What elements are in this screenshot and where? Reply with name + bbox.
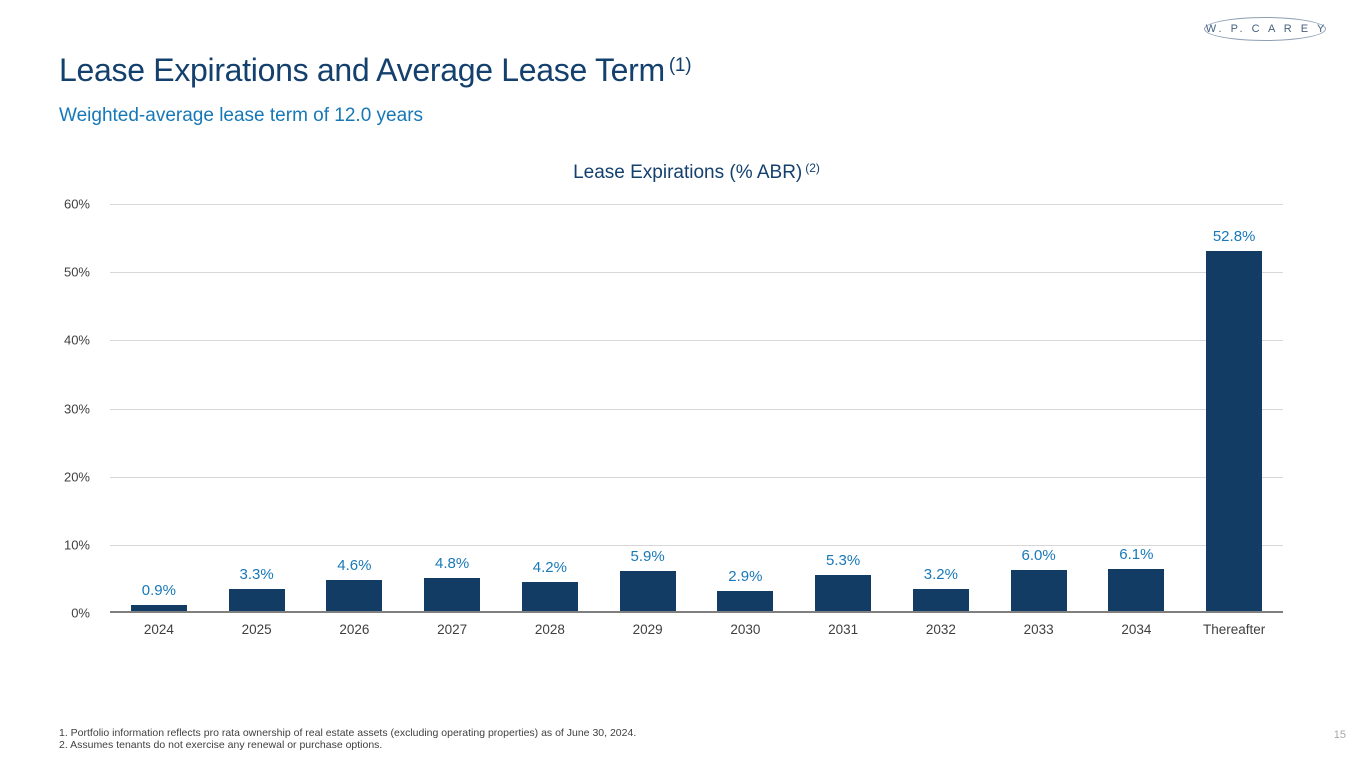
footnote-2: 2. Assumes tenants do not exercise any r… [59, 739, 383, 751]
page-title-text: Lease Expirations and Average Lease Term [59, 52, 665, 88]
gridline [110, 340, 1283, 342]
wp-carey-logo-text: W. P. C A R E Y [1205, 23, 1328, 35]
x-axis: 2024 2025 2026 2027 2028 2029 2030 2031 2032 2033… [110, 622, 1283, 637]
bar-slot-2024: 0.9% [110, 204, 208, 611]
gridline [110, 272, 1283, 274]
bar-slot-2025: 3.3% [208, 204, 306, 611]
page-title-footnote-ref: (1) [668, 55, 692, 76]
x-tick-label: 2027 [437, 622, 468, 637]
gridline [110, 476, 1283, 478]
bar [130, 605, 187, 611]
x-tick-label: 2025 [241, 622, 272, 637]
bar-slot-2034: 6.1% [1088, 204, 1186, 611]
bar-value-label: 4.8% [435, 555, 470, 572]
y-tick-label: 10% [63, 537, 90, 553]
bar-slot-Thereafter: 52.8% [1185, 204, 1283, 611]
bar [228, 589, 285, 611]
page-number: 15 [1333, 729, 1346, 741]
gridline [110, 408, 1283, 410]
x-tick-label: 2024 [143, 622, 174, 637]
chart-title-footnote-ref: (2) [805, 161, 820, 175]
bar-slot-2028: 4.2% [501, 204, 599, 611]
bar-slot-2027: 4.8% [403, 204, 501, 611]
bar-slot-2031: 5.3% [794, 204, 892, 611]
bar-value-label: 6.1% [1119, 546, 1154, 563]
footnotes: 1. Portfolio information reflects pro ra… [59, 727, 636, 751]
page-subtitle: Weighted-average lease term of 12.0 year… [59, 105, 424, 126]
bar-slot-2026: 4.6% [306, 204, 404, 611]
x-tick-label: 2032 [925, 622, 956, 637]
bar-slot-2030: 2.9% [697, 204, 795, 611]
bar [521, 582, 578, 611]
bar [912, 589, 969, 611]
bar [619, 571, 676, 611]
y-axis: 0% 10% 20% 30% 40% 50% 60% [48, 197, 100, 621]
bar-slot-2029: 5.9% [599, 204, 697, 611]
gridline [110, 204, 1283, 205]
bars-row: 0.9% 3.3% 4.6% 4.8% 4.2% 5.9% 2.9% 5.3% 3.2% 6.0%… [110, 204, 1283, 611]
bar-value-label: 52.8% [1212, 228, 1256, 245]
bar-slot-2032: 3.2% [892, 204, 990, 611]
y-tick-label: 60% [63, 196, 90, 212]
bar-slot-2033: 6.0% [990, 204, 1088, 611]
bar [1108, 569, 1165, 611]
bar-value-label: 6.0% [1021, 547, 1056, 564]
bar-value-label: 2.9% [728, 568, 763, 585]
bar-value-label: 5.3% [826, 552, 861, 569]
bar [424, 578, 481, 611]
page-title: Lease Expirations and Average Lease Term… [59, 52, 692, 89]
bar-value-label: 4.6% [337, 557, 372, 574]
x-tick-label: 2029 [632, 622, 663, 637]
y-tick-label: 40% [63, 332, 90, 348]
x-tick-label: 2031 [828, 622, 859, 637]
x-tick-label: 2028 [534, 622, 565, 637]
bar-value-label: 0.9% [141, 582, 176, 599]
bar [1010, 570, 1067, 611]
x-tick-label: 2026 [339, 622, 370, 637]
chart-title: Lease Expirations (% ABR) (2) [110, 161, 1283, 184]
x-tick-label: 2034 [1121, 622, 1152, 637]
lease-expirations-chart: 0.9% 3.3% 4.6% 4.8% 4.2% 5.9% 2.9% 5.3% 3.2% 6.0%… [110, 204, 1283, 613]
bar-value-label: 3.3% [239, 566, 274, 583]
y-tick-label: 0% [71, 605, 90, 621]
x-tick-label: Thereafter [1202, 622, 1266, 637]
bar [717, 591, 774, 611]
bar-value-label: 5.9% [630, 548, 665, 565]
x-tick-label: 2030 [730, 622, 761, 637]
wp-carey-logo: W. P. C A R E Y [1204, 17, 1326, 41]
x-tick-label: 2033 [1023, 622, 1054, 637]
gridline [110, 544, 1283, 546]
footnote-1: 1. Portfolio information reflects pro ra… [59, 727, 637, 739]
bar-value-label: 4.2% [532, 559, 567, 576]
y-tick-label: 20% [63, 469, 90, 485]
bar [1206, 251, 1263, 611]
bar [815, 575, 872, 611]
chart-title-text: Lease Expirations (% ABR) [573, 162, 803, 183]
bar [326, 580, 383, 611]
y-tick-label: 30% [63, 401, 90, 416]
bar-value-label: 3.2% [923, 566, 958, 583]
y-tick-label: 50% [63, 264, 90, 280]
